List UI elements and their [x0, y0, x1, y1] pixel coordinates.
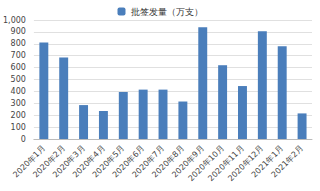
svg-text:600: 600 — [11, 63, 26, 72]
svg-text:0: 0 — [21, 135, 26, 144]
svg-text:200: 200 — [11, 111, 26, 120]
svg-text:2021年2月: 2021年2月 — [270, 144, 306, 180]
svg-text:2021年1月: 2021年1月 — [249, 143, 286, 180]
svg-text:700: 700 — [11, 51, 26, 60]
svg-text:2020年9月: 2020年9月 — [170, 143, 206, 180]
svg-text:2020年12月: 2020年12月 — [226, 143, 266, 184]
svg-text:400: 400 — [11, 87, 26, 96]
svg-text:2020年3月: 2020年3月 — [51, 143, 87, 180]
svg-text:2020年10月: 2020年10月 — [186, 143, 226, 184]
svg-text:100: 100 — [11, 123, 26, 132]
svg-text:1,000: 1,000 — [3, 16, 26, 25]
svg-text:2020年1月: 2020年1月 — [11, 143, 47, 180]
svg-text:2020年7月: 2020年7月 — [130, 143, 167, 180]
svg-text:批签发量（万支）: 批签发量（万支） — [131, 7, 203, 17]
svg-text:2020年11月: 2020年11月 — [206, 143, 246, 184]
svg-text:2020年4月: 2020年4月 — [71, 143, 107, 180]
svg-text:2020年8月: 2020年8月 — [150, 143, 187, 180]
svg-text:800: 800 — [11, 39, 26, 48]
svg-text:2020年5月: 2020年5月 — [90, 143, 127, 180]
svg-text:300: 300 — [11, 99, 26, 108]
svg-text:500: 500 — [11, 75, 26, 84]
svg-text:900: 900 — [11, 27, 26, 36]
svg-text:2020年2月: 2020年2月 — [31, 143, 67, 180]
svg-text:2020年6月: 2020年6月 — [110, 143, 147, 180]
